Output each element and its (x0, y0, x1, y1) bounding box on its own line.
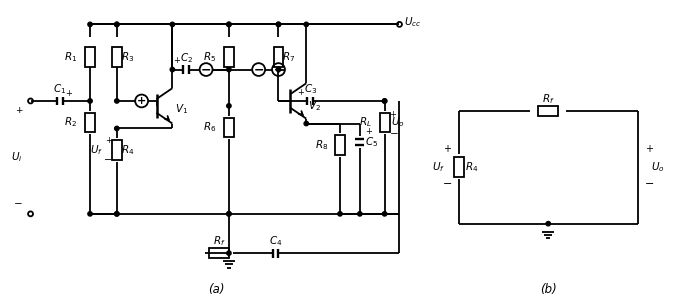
Circle shape (276, 22, 280, 27)
Text: $R_8$: $R_8$ (315, 138, 328, 152)
Circle shape (226, 104, 231, 108)
Circle shape (28, 99, 33, 103)
Circle shape (115, 99, 119, 103)
Circle shape (382, 212, 387, 216)
Text: +: + (274, 65, 283, 75)
Text: $R_f$: $R_f$ (212, 235, 225, 248)
Bar (85, 47, 95, 66)
Circle shape (338, 212, 342, 216)
Text: $U_{cc}$: $U_{cc}$ (404, 16, 422, 29)
Circle shape (88, 99, 92, 103)
Circle shape (115, 22, 119, 27)
Text: $R_4$: $R_4$ (121, 143, 134, 157)
Text: $R_f$: $R_f$ (542, 92, 555, 106)
Bar (112, 47, 122, 66)
Text: +: + (15, 106, 23, 115)
Bar (209, 248, 229, 258)
Text: −: − (201, 63, 212, 76)
Text: $C_3$: $C_3$ (303, 82, 317, 96)
Circle shape (382, 99, 387, 103)
Text: $R_2$: $R_2$ (64, 116, 77, 129)
Circle shape (226, 251, 231, 255)
Text: $R_3$: $R_3$ (121, 50, 134, 64)
Bar (454, 157, 464, 177)
Text: $C_1$: $C_1$ (53, 82, 66, 96)
Text: +: + (137, 96, 146, 106)
Text: −: − (442, 179, 452, 189)
Text: (b): (b) (540, 283, 557, 296)
Circle shape (226, 22, 231, 27)
Text: $U_{f}$: $U_{f}$ (432, 160, 445, 174)
Bar (224, 47, 234, 66)
Text: $V_2$: $V_2$ (308, 99, 321, 113)
Circle shape (304, 22, 309, 27)
Circle shape (276, 67, 280, 72)
Text: +: + (105, 136, 112, 145)
Circle shape (358, 212, 362, 216)
Circle shape (226, 212, 231, 216)
Text: $R_4$: $R_4$ (465, 160, 479, 174)
Text: $R_1$: $R_1$ (64, 50, 77, 64)
Text: +: + (390, 110, 396, 119)
Circle shape (276, 22, 280, 27)
Circle shape (115, 212, 119, 216)
Text: −: − (645, 179, 654, 189)
Text: $U_{i}$: $U_{i}$ (11, 150, 23, 164)
Text: $C_4$: $C_4$ (269, 235, 282, 248)
Text: $C_2$: $C_2$ (180, 51, 193, 65)
Text: +: + (646, 144, 653, 154)
Circle shape (226, 212, 231, 216)
Circle shape (382, 99, 387, 103)
Text: $U_{o}$: $U_{o}$ (651, 160, 665, 174)
Bar (112, 140, 122, 160)
Circle shape (88, 212, 92, 216)
Text: −: − (253, 63, 264, 76)
Circle shape (546, 221, 551, 226)
Circle shape (304, 121, 309, 126)
Bar (85, 113, 95, 132)
Text: $V_1$: $V_1$ (175, 102, 189, 116)
Text: $R_7$: $R_7$ (282, 50, 296, 64)
Bar (539, 106, 558, 116)
Circle shape (397, 22, 402, 27)
Text: +: + (297, 88, 304, 97)
Circle shape (115, 126, 119, 131)
Text: −: − (14, 199, 23, 209)
Text: $C_5$: $C_5$ (365, 135, 378, 149)
Text: $U_{o}$: $U_{o}$ (390, 116, 404, 129)
Text: (a): (a) (208, 283, 224, 296)
Text: +: + (443, 144, 451, 154)
Text: $R_5$: $R_5$ (203, 50, 216, 64)
Text: +: + (365, 127, 371, 136)
Text: +: + (65, 88, 72, 98)
Circle shape (171, 67, 175, 72)
Circle shape (171, 22, 175, 27)
Bar (274, 47, 284, 66)
Circle shape (88, 22, 92, 27)
Text: −: − (390, 129, 398, 139)
Circle shape (115, 22, 119, 27)
Circle shape (226, 22, 231, 27)
Text: $R_6$: $R_6$ (203, 120, 216, 135)
Circle shape (226, 67, 231, 72)
Text: −: − (104, 155, 112, 165)
Text: +: + (173, 56, 181, 65)
Bar (379, 113, 390, 132)
Text: $U_{f}$: $U_{f}$ (90, 143, 103, 157)
Circle shape (28, 211, 33, 216)
Circle shape (115, 212, 119, 216)
Text: $R_L$: $R_L$ (359, 116, 372, 129)
Bar (335, 135, 345, 155)
Bar (224, 118, 234, 137)
